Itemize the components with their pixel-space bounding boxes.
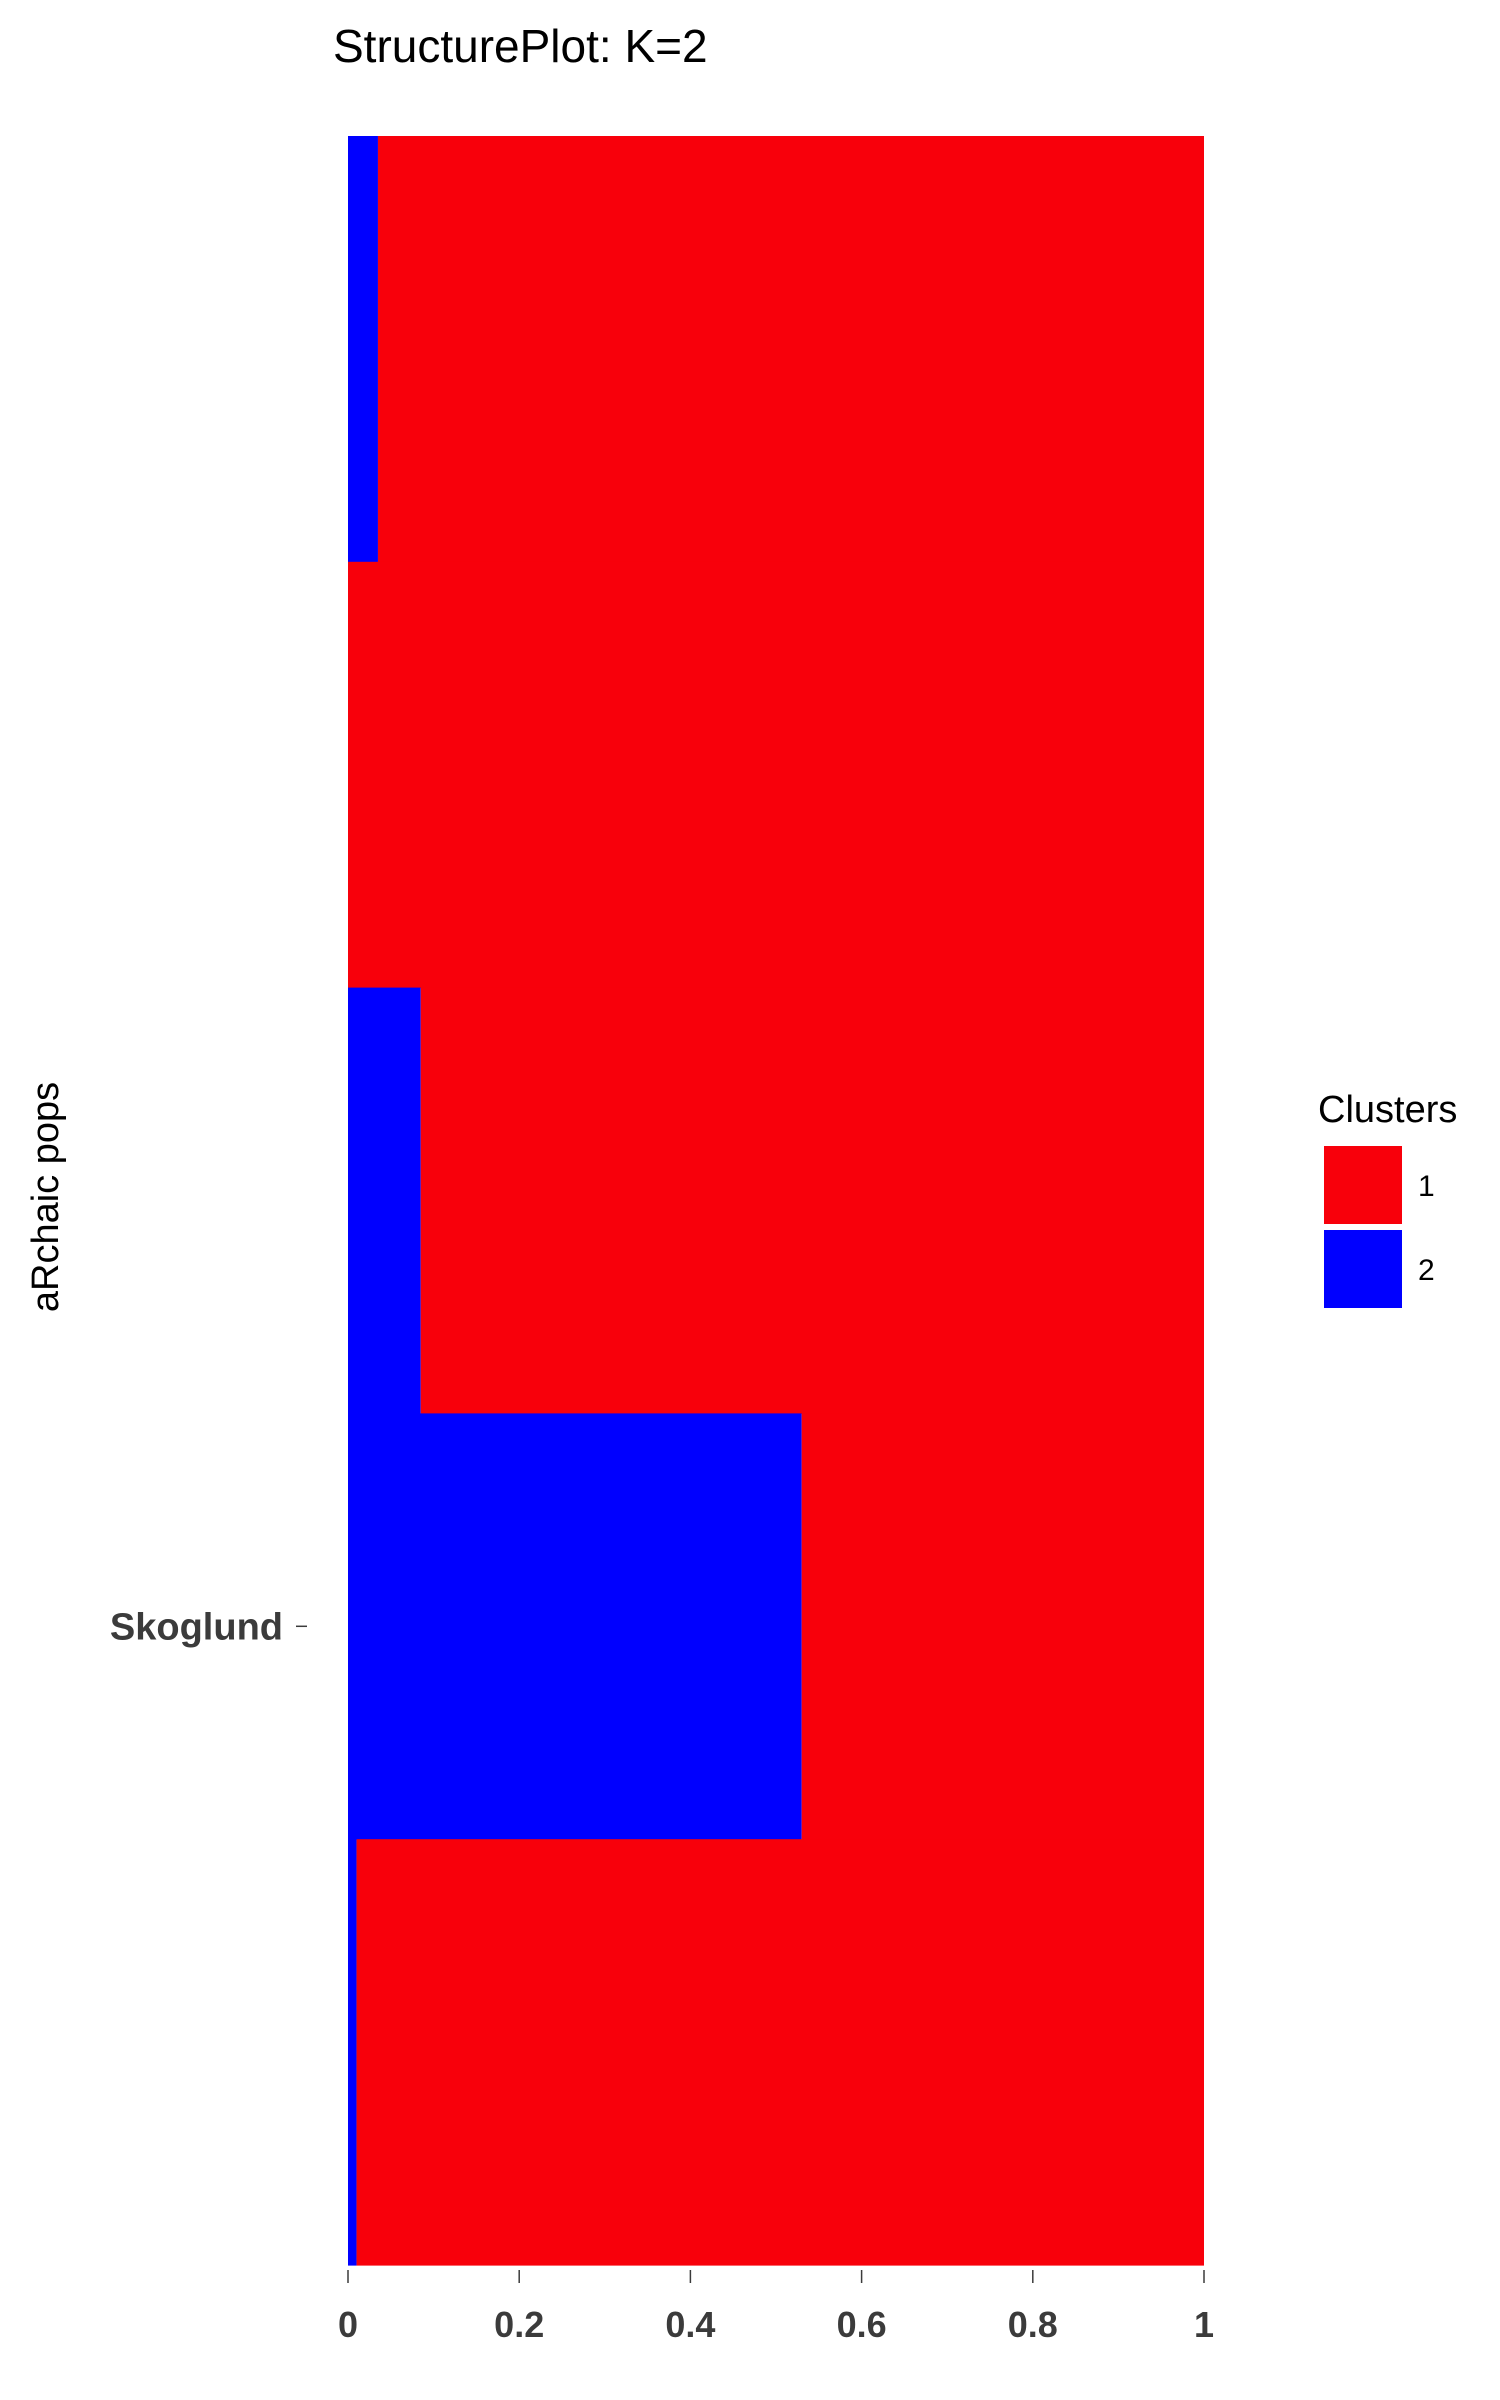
- y-axis-title: aRchaic pops: [25, 1082, 67, 1312]
- y-tick-label: Skoglund: [110, 1606, 283, 1648]
- x-tick-label: 1: [1194, 2304, 1214, 2345]
- bar-sample-3-cluster-2: [348, 988, 421, 1414]
- bar-sample-4-cluster-1: [802, 1413, 1204, 1839]
- bar-sample-3-cluster-1: [421, 988, 1204, 1414]
- x-tick-label: 0.8: [1008, 2304, 1058, 2345]
- bar-area: [348, 136, 1204, 2266]
- bar-sample-1-cluster-2: [348, 136, 378, 562]
- chart-title: StructurePlot: K=2: [333, 20, 708, 72]
- x-tick-label: 0: [338, 2304, 358, 2345]
- x-tick-label: 0.4: [665, 2304, 715, 2345]
- legend-swatch-1: [1324, 1146, 1402, 1224]
- legend-label-1: 1: [1418, 1170, 1435, 1203]
- legend-entries: 12: [1324, 1146, 1435, 1308]
- bar-sample-1-cluster-1: [378, 136, 1204, 562]
- legend-label-2: 2: [1418, 1254, 1435, 1287]
- bar-sample-2-cluster-1: [348, 562, 1204, 988]
- x-axis: 0 0.2 0.4 0.6 0.8 1: [338, 2270, 1214, 2345]
- bar-sample-4-cluster-2: [348, 1413, 802, 1839]
- legend: Clusters 12: [1318, 1089, 1457, 1308]
- bar-sample-5-cluster-1: [357, 1839, 1204, 2265]
- bar-sample-5-cluster-2: [348, 1839, 357, 2265]
- legend-title: Clusters: [1318, 1089, 1457, 1131]
- x-tick-label: 0.6: [837, 2304, 887, 2345]
- x-tick-label: 0.2: [494, 2304, 544, 2345]
- y-axis: Skoglund: [110, 1606, 307, 1648]
- legend-swatch-2: [1324, 1230, 1402, 1308]
